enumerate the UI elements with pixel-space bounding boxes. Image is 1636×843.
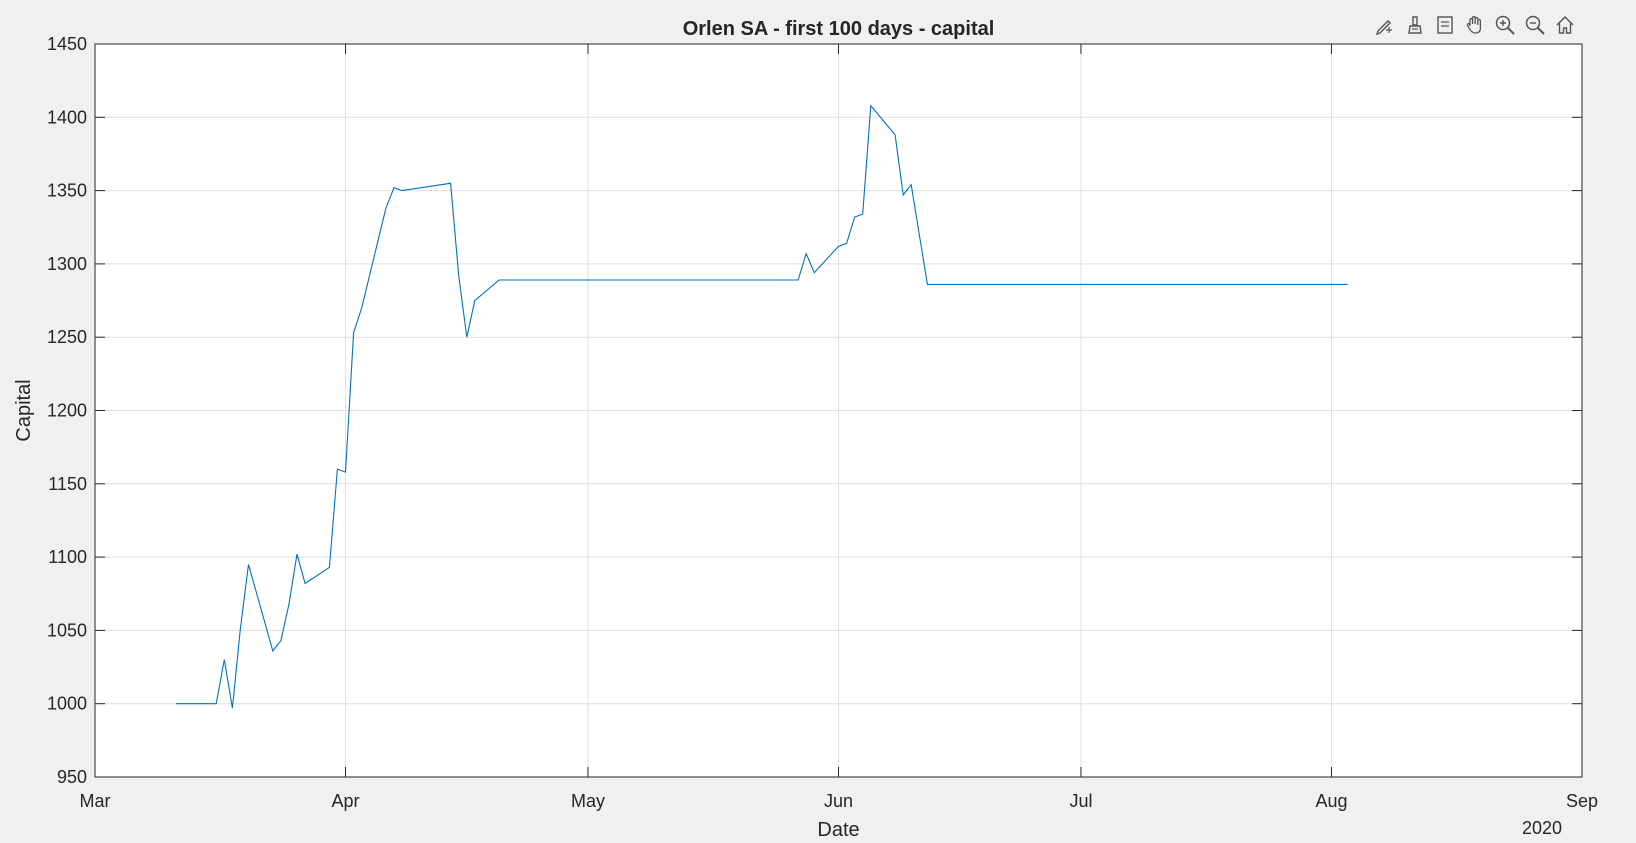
home-button[interactable]	[1552, 12, 1578, 38]
y-tick-label: 1100	[48, 547, 87, 567]
brush-icon	[1408, 16, 1422, 34]
zoom-out-icon	[1525, 15, 1545, 35]
series-layer	[175, 104, 1348, 709]
x-tick-label: Jul	[1069, 791, 1092, 811]
chart-title: Orlen SA - first 100 days - capital	[683, 18, 995, 40]
pan-hand-icon	[1466, 15, 1482, 34]
y-axis-label: Capital	[13, 379, 35, 441]
data-tips-button[interactable]	[1432, 12, 1458, 38]
data-tips-icon	[1437, 16, 1453, 34]
edit-plot-button[interactable]	[1372, 12, 1398, 38]
zoom-in-button[interactable]	[1492, 12, 1518, 38]
y-tick-label: 1150	[48, 474, 87, 494]
y-tick-label: 1050	[47, 620, 87, 640]
home-icon	[1556, 15, 1574, 34]
y-tick-label: 1350	[47, 181, 87, 201]
x-tick-label: Apr	[332, 791, 360, 811]
y-tick-label: 1200	[47, 401, 87, 421]
x-axis-label: Date	[817, 819, 859, 841]
y-tick-label: 1400	[47, 107, 87, 127]
y-tick-label: 950	[57, 767, 87, 787]
capital-series-line[interactable]	[175, 104, 1348, 709]
zoom-in-icon	[1495, 15, 1515, 35]
axes-toolbar	[1372, 12, 1578, 38]
pan-button[interactable]	[1462, 12, 1488, 38]
y-tick-label: 1000	[47, 694, 87, 714]
x-tick-label: Mar	[80, 791, 111, 811]
y-tick-label: 1300	[47, 254, 87, 274]
edit-plot-icon	[1375, 20, 1392, 36]
x-tick-label: May	[571, 791, 605, 811]
y-tick-label: 1250	[47, 327, 87, 347]
brush-button[interactable]	[1402, 12, 1428, 38]
y-tick-label: 1450	[47, 34, 87, 54]
x-axis-year-label: 2020	[1522, 818, 1562, 838]
x-tick-label: Sep	[1566, 791, 1598, 811]
ticks: 950 1000 1050 1100 1150 1200 1250 1300 1350 1400 1…	[47, 34, 1598, 811]
x-tick-label: Aug	[1315, 791, 1347, 811]
x-tick-label: Jun	[824, 791, 853, 811]
grid	[95, 44, 1582, 777]
zoom-out-button[interactable]	[1522, 12, 1548, 38]
